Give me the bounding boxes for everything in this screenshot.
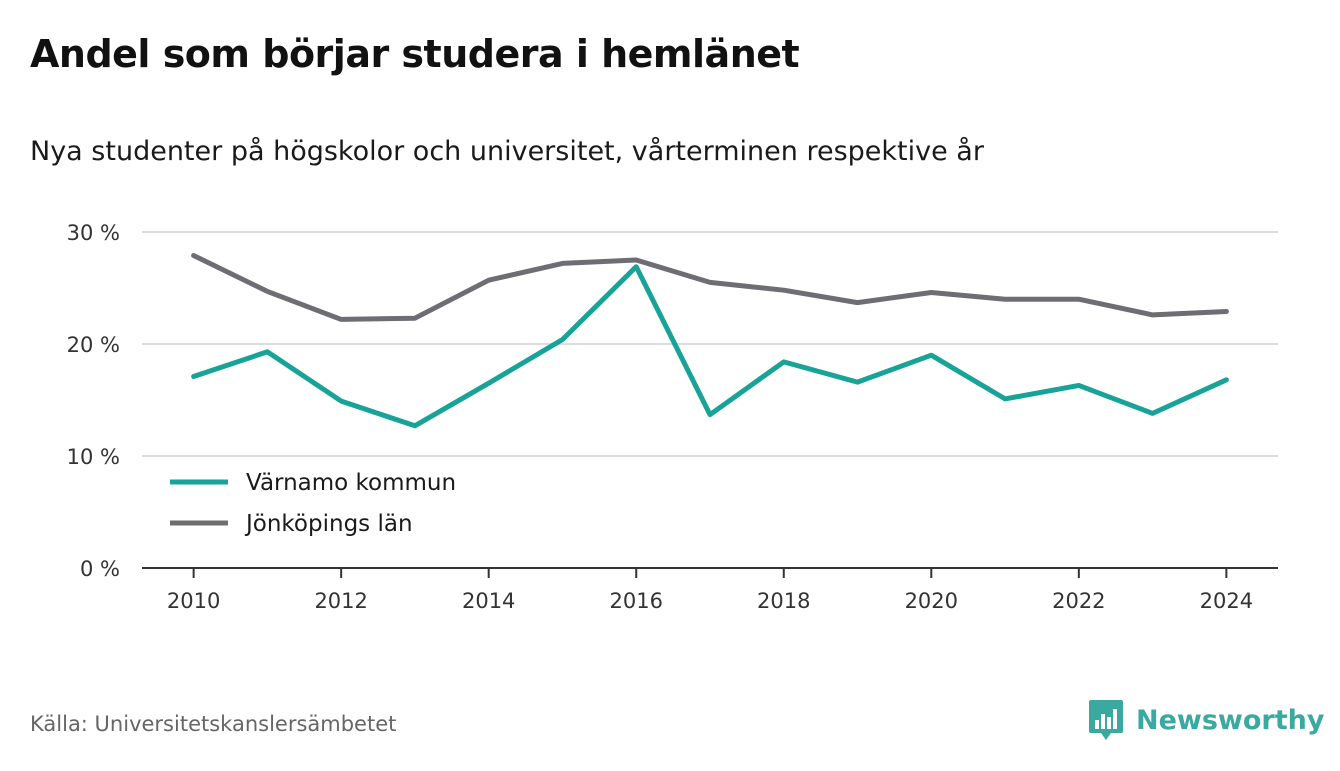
legend-label: Jönköpings län — [244, 511, 413, 537]
legend-label: Värnamo kommun — [246, 470, 456, 496]
legend: Värnamo kommun Jönköpings län — [170, 470, 456, 537]
brand-logo: Newsworthy — [1088, 698, 1324, 742]
y-tick-label: 10 % — [67, 445, 120, 469]
source-note: Källa: Universitetskanslersämbetet — [30, 712, 397, 736]
y-tick-label: 30 % — [67, 221, 120, 245]
x-tick-label: 2018 — [757, 589, 810, 613]
x-tick-label: 2012 — [314, 589, 367, 613]
x-tick-label: 2024 — [1200, 589, 1253, 613]
x-tick-label: 2016 — [610, 589, 663, 613]
bar-chart-speech-bubble-icon — [1089, 700, 1123, 740]
x-tick-label: 2014 — [462, 589, 515, 613]
x-tick-label: 2020 — [905, 589, 958, 613]
x-axis-ticks: 2010 2012 2014 2016 2018 2020 2022 2024 — [142, 567, 1278, 613]
x-tick-label: 2022 — [1052, 589, 1105, 613]
gridlines — [142, 231, 1278, 457]
brand-name: Newsworthy — [1136, 704, 1325, 736]
x-tick-label: 2010 — [167, 589, 220, 613]
series-line-j-nk-pings-l-n — [191, 253, 1229, 322]
series-line-v-rnamo-kommun — [191, 264, 1229, 429]
y-tick-label: 20 % — [67, 333, 120, 357]
chart-title: Andel som börjar studera i hemlänet — [30, 32, 800, 76]
y-tick-label: 0 % — [80, 557, 120, 581]
y-axis-ticks: 0 % 10 % 20 % 30 % — [67, 221, 120, 581]
chart-subtitle: Nya studenter på högskolor och universit… — [30, 136, 984, 167]
series-lines — [191, 253, 1229, 429]
